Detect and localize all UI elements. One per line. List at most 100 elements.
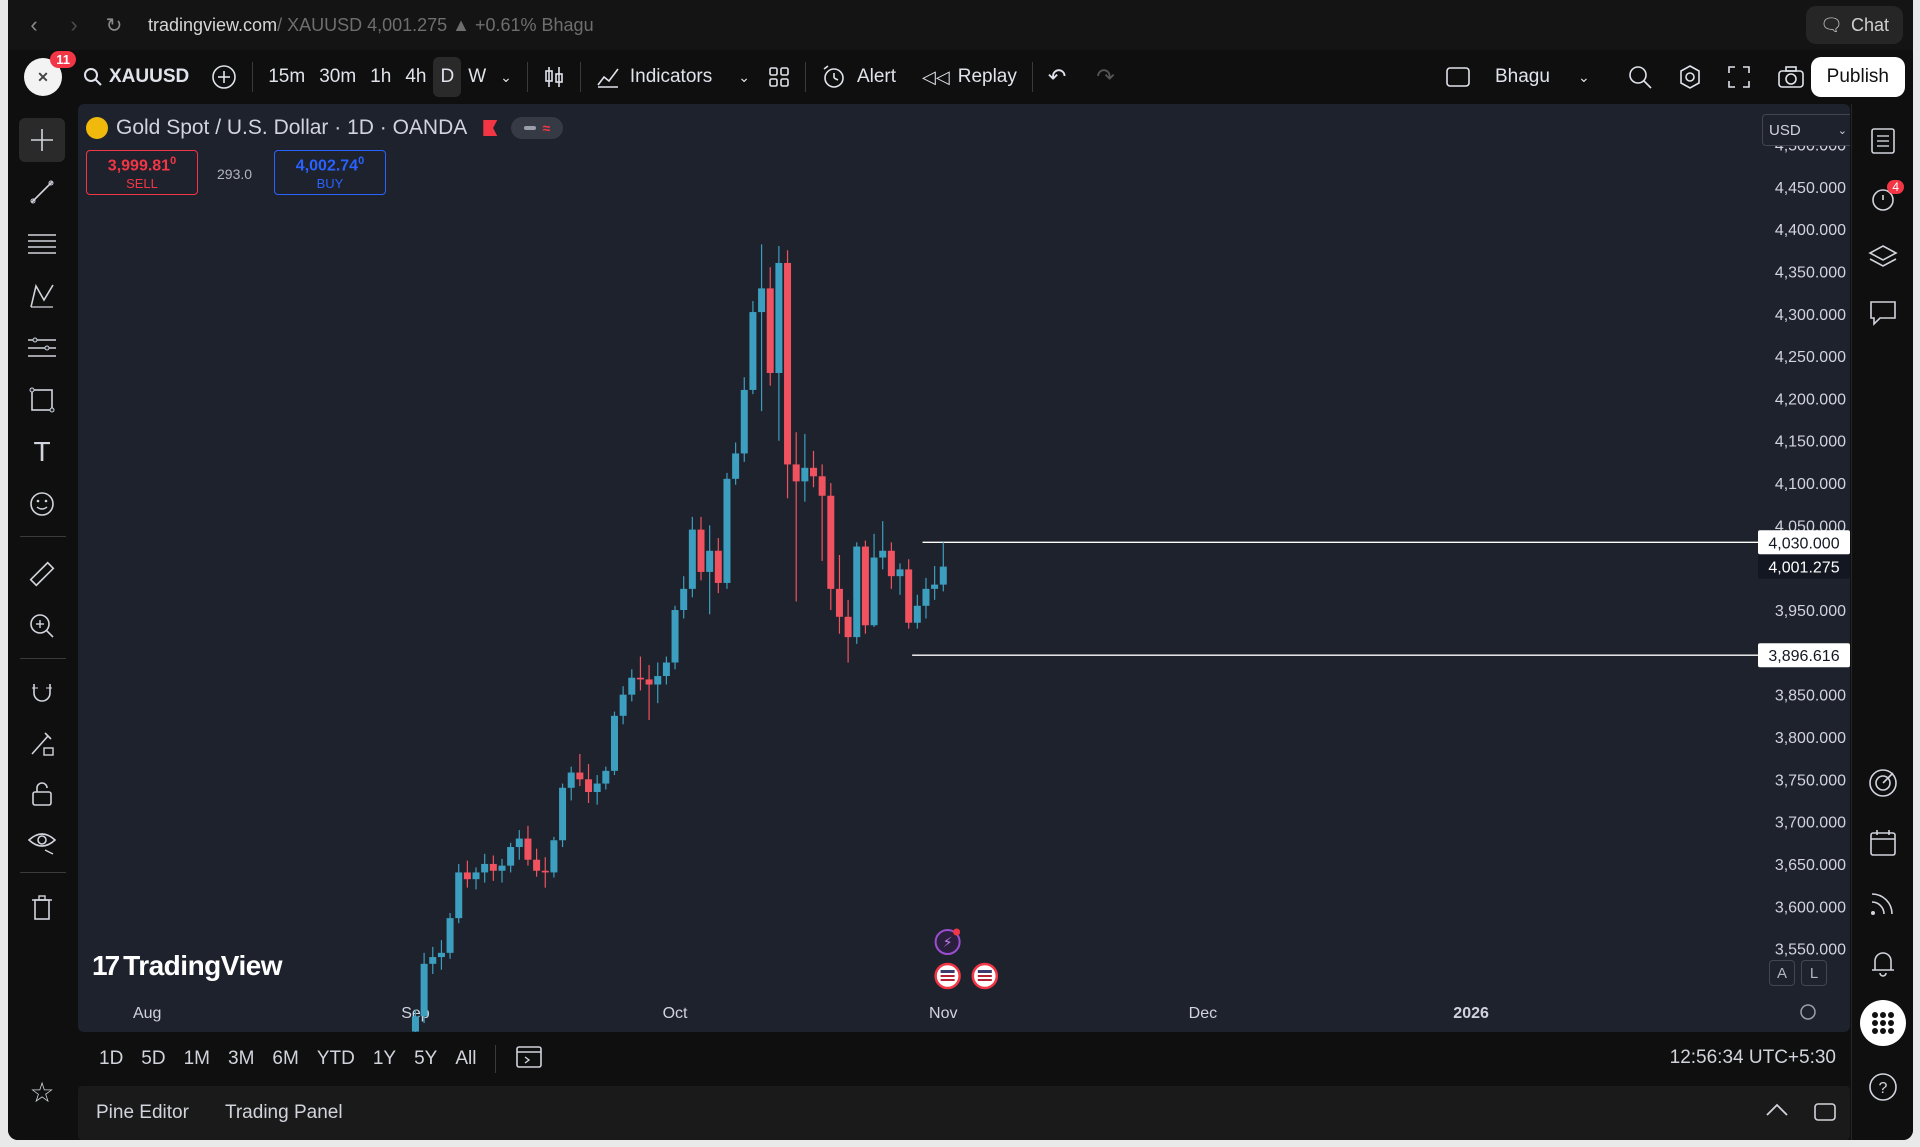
symbol-search-button[interactable]: XAUUSD [76, 57, 196, 97]
chats-button[interactable] [1860, 290, 1906, 336]
symbol-title[interactable]: Gold Spot / U.S. Dollar · 1D · OANDA [116, 116, 468, 139]
publish-button[interactable]: Publish [1810, 57, 1905, 97]
range-6m[interactable]: 6M [272, 1048, 299, 1069]
help-button[interactable]: ? [1860, 1064, 1906, 1110]
prediction-tool[interactable] [19, 326, 65, 370]
redo-icon: ↷ [1096, 64, 1115, 89]
candle-body [732, 453, 740, 479]
lightning-glyph: ⚡ [943, 935, 953, 951]
price-axis-label: 4,450.000 [1775, 180, 1846, 197]
url-domain[interactable]: tradingview.com [148, 14, 278, 35]
auto-scale-toggle[interactable]: A [1769, 960, 1795, 986]
url-path[interactable]: / XAUUSD 4,001.275 ▲ +0.61% Bhagu [277, 14, 594, 35]
measure-tool[interactable] [19, 552, 65, 596]
timeframe-15m[interactable]: 15m [268, 66, 306, 87]
candle-body [498, 865, 506, 871]
reload-icon[interactable]: ↻ [105, 14, 123, 37]
chart-type-button[interactable] [536, 57, 572, 97]
candle-body [437, 952, 445, 958]
crosshair-tool[interactable] [19, 118, 65, 162]
layout-name-button[interactable]: Bhagu ⌄ [1488, 57, 1597, 97]
quick-search-button[interactable] [1620, 57, 1660, 97]
maximize-panel-button[interactable] [1812, 1100, 1838, 1130]
collapse-panel-button[interactable] [1764, 1100, 1790, 1126]
range-1y[interactable]: 1Y [372, 1048, 397, 1069]
alert-button[interactable]: Alert [814, 57, 903, 97]
timeframe-w[interactable]: W [468, 66, 487, 87]
range-5y[interactable]: 5Y [414, 1048, 438, 1069]
chevron-down-icon: ⌄ [738, 68, 750, 85]
range-all[interactable]: All [455, 1048, 477, 1069]
range-5d[interactable]: 5D [141, 1048, 166, 1069]
range-3m[interactable]: 3M [228, 1048, 255, 1069]
compare-symbol-button[interactable] [204, 57, 244, 97]
chat-button[interactable]: 🗨 Chat [1806, 6, 1903, 44]
timeframe-1h[interactable]: 1h [370, 66, 392, 87]
layouts-button[interactable] [761, 57, 797, 97]
tab-pine-editor[interactable]: Pine Editor [96, 1102, 189, 1123]
notifications-button[interactable] [1860, 940, 1906, 986]
price-axis-label: 3,550.000 [1775, 942, 1846, 959]
currency-select[interactable]: USD ⌄ [1762, 114, 1850, 146]
calendar-button[interactable] [1860, 820, 1906, 866]
tab-trading-panel[interactable]: Trading Panel [224, 1102, 343, 1123]
tradingview-watermark: 17 TradingView [92, 950, 283, 982]
log-scale-toggle[interactable]: L [1801, 960, 1827, 986]
replay-label: Replay [957, 66, 1017, 87]
legend-toggle[interactable]: ≈ [511, 117, 564, 139]
range-1d[interactable]: 1D [99, 1048, 124, 1069]
text-tool[interactable]: T [19, 430, 65, 474]
news-stream-button[interactable] [1860, 880, 1906, 926]
zoom-tool[interactable] [19, 604, 65, 648]
watchlist-button[interactable] [1860, 118, 1906, 164]
redo-button[interactable]: ↷ [1089, 57, 1121, 97]
timeframe-4h[interactable]: 4h [405, 66, 427, 87]
drawing-mode-tool[interactable] [19, 722, 65, 766]
magnet-tool[interactable] [19, 670, 65, 714]
trend-line-tool[interactable] [19, 170, 65, 214]
object-tree-button[interactable] [1860, 234, 1906, 280]
lock-tool[interactable] [19, 772, 65, 816]
price-axis-label: 3,700.000 [1775, 815, 1846, 832]
snapshot-button[interactable] [1770, 57, 1812, 97]
layout-name: Bhagu [1495, 66, 1550, 87]
sell-button[interactable]: 3,999.810 SELL [86, 150, 198, 195]
timeframe-d[interactable]: D [433, 57, 462, 97]
undo-button[interactable]: ↶ [1041, 57, 1073, 97]
pattern-icon [30, 283, 54, 308]
range-ytd[interactable]: YTD [316, 1048, 355, 1069]
avatar[interactable]: ✕ 11 [24, 51, 76, 96]
buy-price: 4,002.740 [295, 155, 365, 175]
price-chart[interactable]: 4,500.0004,450.0004,400.0004,350.0004,30… [78, 104, 1850, 1032]
ideas-button[interactable] [1860, 760, 1906, 806]
timeframe-dropdown[interactable]: ⌄ [493, 57, 519, 97]
timeframe-30m[interactable]: 30m [319, 66, 357, 87]
back-icon[interactable]: ‹ [30, 12, 38, 37]
go-to-date-button[interactable] [506, 1043, 552, 1075]
replay-button[interactable]: ◁◁ Replay [915, 57, 1024, 97]
symbol-legend: Gold Spot / U.S. Dollar · 1D · OANDA ≈ [86, 116, 564, 140]
range-1m[interactable]: 1M [183, 1048, 210, 1069]
fullscreen-button[interactable] [1720, 57, 1758, 97]
visibility-tool[interactable] [19, 820, 65, 864]
pattern-tool[interactable] [19, 274, 65, 318]
settings-button[interactable] [1670, 57, 1710, 97]
alerts-button[interactable]: 4 [1860, 176, 1906, 222]
flag-icon[interactable] [483, 120, 498, 136]
fib-tool[interactable] [19, 222, 65, 266]
favorites-tool[interactable]: ☆ [19, 1070, 65, 1114]
apps-button[interactable] [1860, 1000, 1906, 1046]
emoji-tool[interactable] [19, 482, 65, 526]
delete-tool[interactable] [19, 886, 65, 930]
indicators-dropdown[interactable]: ⌄ [731, 57, 757, 97]
shapes-tool[interactable] [19, 378, 65, 422]
indicators-button[interactable]: Indicators [589, 57, 719, 97]
candle-body [861, 546, 869, 626]
candle-body [853, 546, 861, 638]
forward-icon[interactable]: › [70, 12, 78, 37]
clock-timezone[interactable]: 12:56:34 UTC+5:30 [1669, 1047, 1836, 1068]
fullscreen-layout-button[interactable] [1438, 57, 1478, 97]
time-axis-label: Oct [663, 1005, 688, 1022]
buy-button[interactable]: 4,002.740 BUY [274, 150, 386, 195]
chart-area[interactable]: 4,500.0004,450.0004,400.0004,350.0004,30… [78, 104, 1850, 1032]
